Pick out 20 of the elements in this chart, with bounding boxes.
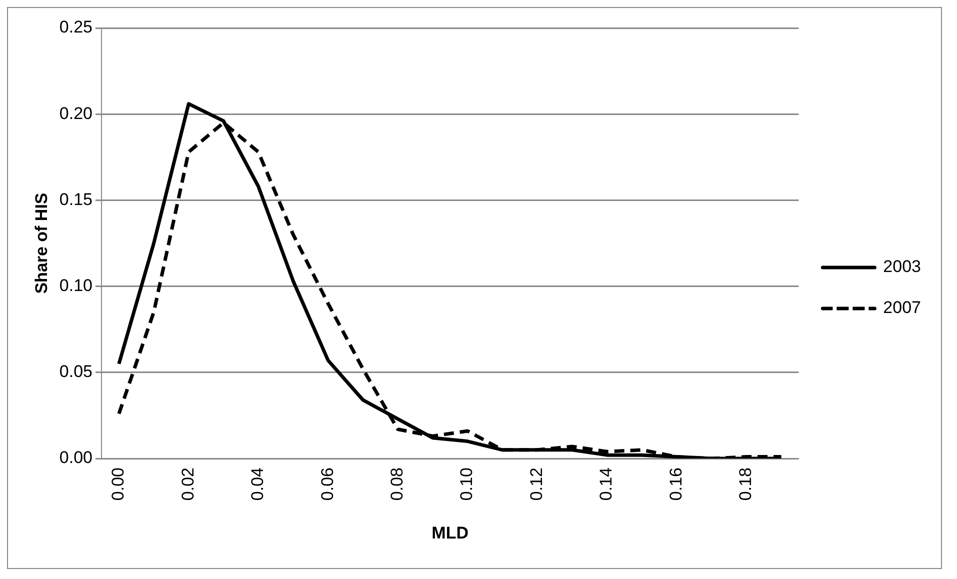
x-tick-label: 0.04: [248, 468, 268, 501]
x-tick-label: 0.00: [108, 468, 128, 501]
x-axis-title: MLD: [432, 523, 468, 542]
x-tick-label: 0.18: [736, 468, 756, 501]
y-tick-label: 0.15: [59, 190, 92, 209]
x-tick-label: 0.12: [526, 468, 546, 501]
x-tick-label: 0.10: [457, 468, 476, 501]
x-tick-label: 0.08: [387, 468, 406, 501]
y-tick-label: 0.05: [59, 362, 92, 382]
x-tick-label: 0.06: [318, 468, 337, 501]
x-tick-label: 0.02: [178, 468, 198, 501]
y-tick-label: 0.10: [59, 276, 92, 295]
y-tick-label: 0.00: [59, 448, 92, 468]
y-tick-label: 0.25: [59, 18, 92, 37]
y-axis-title: Share of HIS: [32, 192, 51, 294]
y-tick-label: 0.20: [59, 104, 92, 123]
legend-label: 2003: [883, 257, 922, 276]
x-tick-label: 0.16: [666, 468, 686, 501]
legend-label: 2007: [883, 298, 922, 318]
x-tick-label: 0.14: [596, 468, 616, 501]
